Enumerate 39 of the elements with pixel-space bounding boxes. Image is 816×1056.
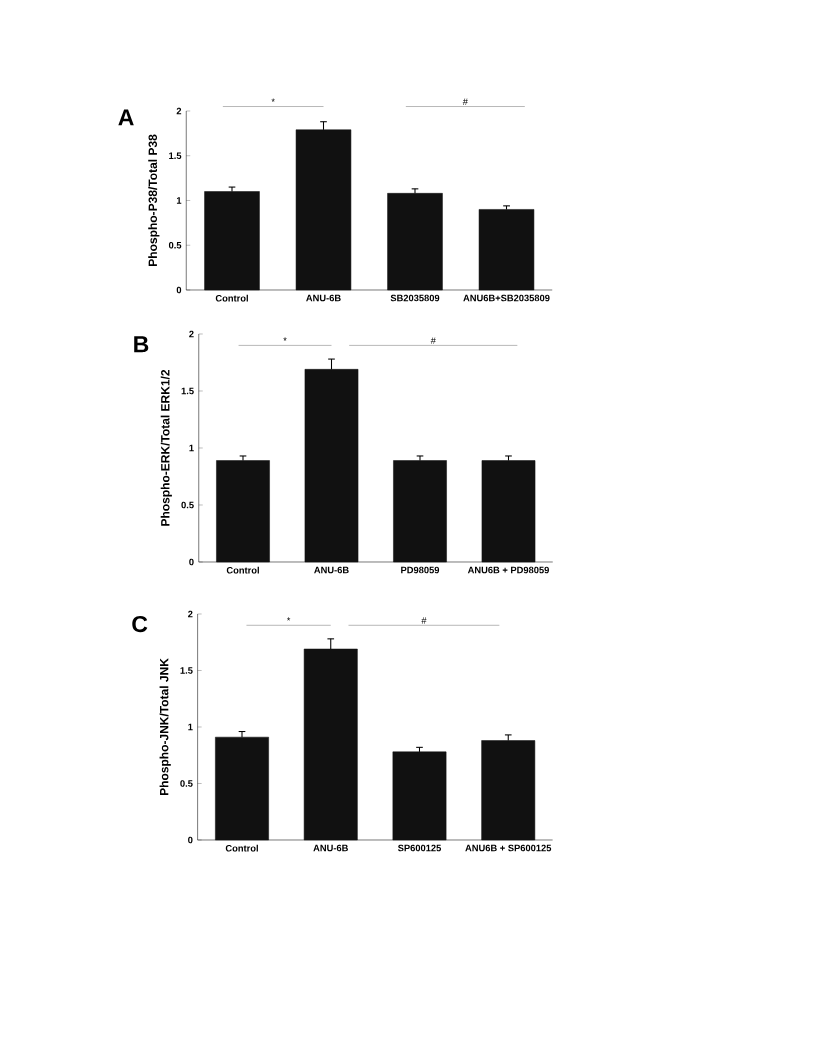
- y-tick-label: 0.5: [181, 501, 194, 509]
- x-tick-label: PD98059: [401, 566, 440, 574]
- x-tick-label: ANU-6B: [306, 294, 341, 302]
- y-tick-label: 1.5: [180, 667, 193, 674]
- y-tick-label: 0: [176, 286, 182, 294]
- chart-title: B: [134, 336, 149, 353]
- y-tick-label: 0.5: [180, 780, 193, 787]
- y-tick-label: 2: [188, 610, 193, 618]
- y-tick-label: 2: [176, 107, 182, 115]
- annotation: *: [286, 617, 291, 621]
- y-tick-label: 1.5: [181, 387, 194, 395]
- annotation: #: [421, 617, 427, 624]
- y-tick-label: 0: [189, 558, 194, 566]
- x-tick-label: ANU6B+SB2035809: [463, 294, 550, 302]
- text: #: [462, 98, 468, 105]
- y-tick-label: 1: [189, 444, 194, 452]
- y-tick-label: 2: [189, 330, 194, 338]
- x-tick-label: SB2035809: [390, 294, 440, 302]
- y-tick-label: 1: [176, 197, 182, 204]
- text: *: [271, 98, 275, 102]
- y-tick-label: 1.5: [169, 152, 182, 159]
- x-tick-label: Control: [225, 844, 258, 852]
- annotation: *: [283, 337, 287, 341]
- y-tick-label: 0.5: [168, 241, 182, 249]
- x-tick-label: Control: [226, 566, 259, 574]
- y-axis-title: Phospho-JNK/Total JNK: [159, 658, 171, 796]
- x-tick-label: ANU6B + PD98059: [467, 566, 549, 574]
- x-tick-label: ANU-6B: [313, 844, 348, 852]
- chart-title: A: [118, 109, 134, 126]
- x-tick-label: ANU-6B: [314, 566, 349, 574]
- y-tick-label: 0: [188, 836, 193, 844]
- x-tick-label: ANU6B + SP600125: [465, 844, 552, 852]
- annotation: #: [430, 337, 436, 344]
- y-axis-title: Phospho-ERK/Total ERK1/2: [160, 369, 172, 526]
- chart-title: C: [132, 615, 148, 633]
- x-tick-label: SP600125: [397, 844, 442, 852]
- y-axis-title: Phospho-P38/Total P38: [148, 134, 160, 266]
- x-tick-label: Control: [215, 294, 248, 302]
- y-tick-label: 1: [188, 723, 193, 731]
